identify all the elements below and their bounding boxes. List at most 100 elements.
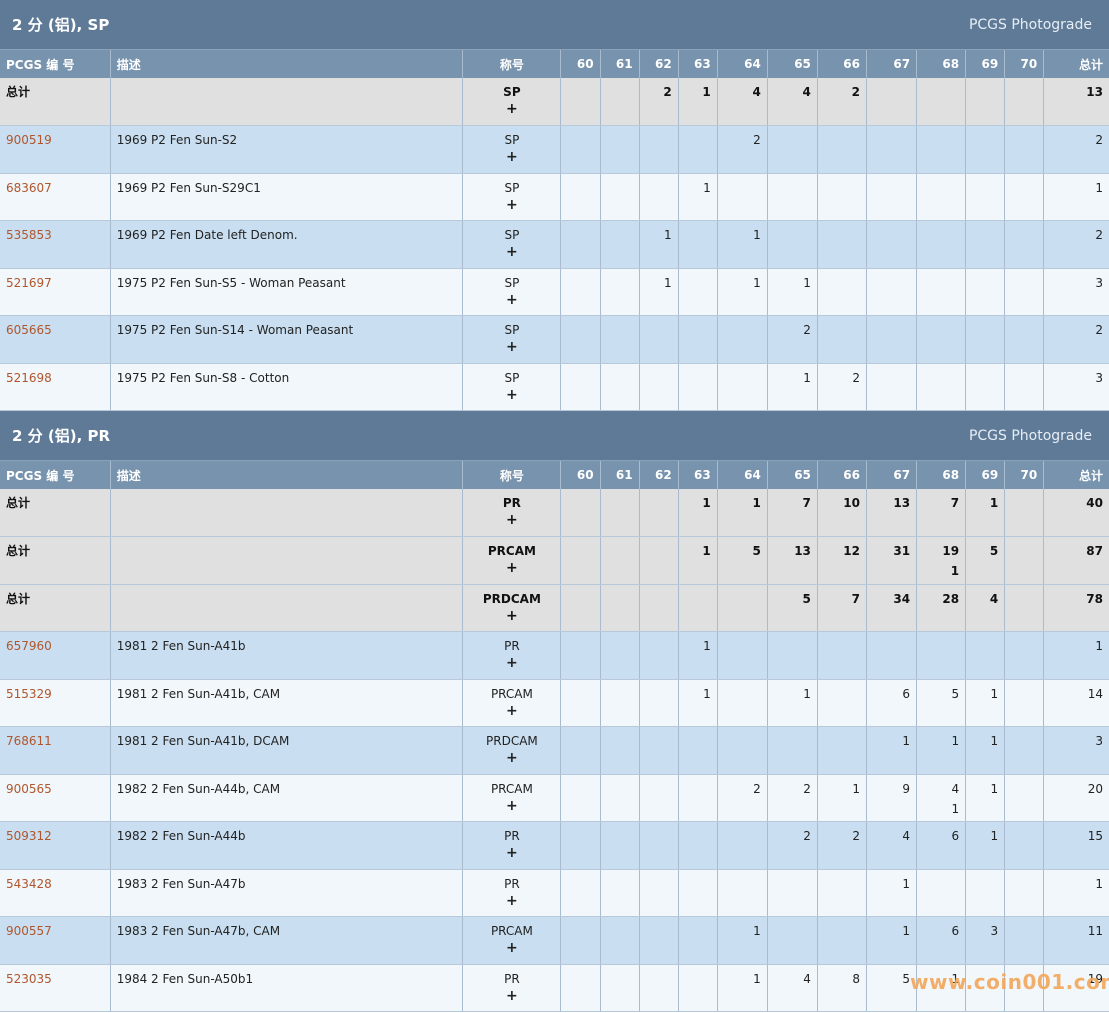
- grade-count[interactable]: 1: [990, 781, 999, 796]
- grade-count[interactable]: 12: [843, 544, 860, 558]
- grade-count[interactable]: 10: [843, 496, 860, 510]
- grade-count[interactable]: 2: [851, 85, 860, 99]
- grade-count[interactable]: 7: [802, 496, 811, 510]
- grade-count[interactable]: 1: [852, 781, 860, 796]
- column-header-grade-60[interactable]: 60: [560, 50, 601, 78]
- grade-count[interactable]: 4: [802, 85, 811, 99]
- grade-count[interactable]: 1: [803, 275, 811, 290]
- grade-count[interactable]: 2: [753, 133, 761, 147]
- grade-count[interactable]: 3: [990, 924, 999, 938]
- grade-count[interactable]: 7: [851, 591, 860, 606]
- grade-count[interactable]: 1: [702, 85, 711, 99]
- plus-grade-count[interactable]: 1: [951, 801, 960, 816]
- grade-count[interactable]: 1: [951, 971, 960, 986]
- column-header-grade-63[interactable]: 63: [678, 461, 718, 489]
- grade-count[interactable]: 4: [803, 971, 811, 986]
- grade-count[interactable]: 1: [664, 275, 672, 290]
- grade-count[interactable]: 1: [902, 924, 911, 938]
- pcgs-number-link[interactable]: 543428: [6, 876, 52, 891]
- grade-count[interactable]: 1: [702, 496, 711, 510]
- plus-grade-toggle[interactable]: +: [506, 386, 518, 403]
- grade-count[interactable]: 1: [990, 686, 999, 701]
- plus-grade-toggle[interactable]: +: [506, 101, 518, 117]
- column-header-designation[interactable]: 称号: [462, 50, 562, 78]
- plus-grade-toggle[interactable]: +: [506, 149, 518, 165]
- pcgs-number-link[interactable]: 523035: [6, 971, 52, 986]
- pcgs-number-link[interactable]: 900565: [6, 781, 52, 796]
- plus-grade-toggle[interactable]: +: [506, 291, 518, 308]
- grade-count[interactable]: 1: [803, 370, 811, 385]
- column-header-grade-62[interactable]: 62: [639, 50, 679, 78]
- grade-count[interactable]: 4: [989, 591, 999, 606]
- column-header-grade-63[interactable]: 63: [678, 50, 718, 78]
- pcgs-number-link[interactable]: 509312: [6, 829, 52, 843]
- grade-count[interactable]: 4: [752, 85, 761, 99]
- grade-count[interactable]: 1: [990, 829, 999, 843]
- grade-count[interactable]: 2: [803, 323, 811, 337]
- plus-grade-toggle[interactable]: +: [506, 560, 518, 576]
- plus-grade-count[interactable]: 1: [950, 564, 960, 578]
- grade-count[interactable]: 13: [893, 496, 911, 510]
- plus-grade-toggle[interactable]: +: [506, 892, 518, 909]
- pcgs-number-link[interactable]: 768611: [6, 734, 52, 748]
- column-header-grade-60[interactable]: 60: [560, 461, 601, 489]
- pcgs-number-link[interactable]: 900557: [6, 924, 52, 938]
- column-header-pcgs[interactable]: PCGS 编 号: [0, 461, 111, 489]
- plus-grade-toggle[interactable]: +: [506, 607, 518, 624]
- grade-count[interactable]: 1: [664, 228, 672, 242]
- plus-grade-toggle[interactable]: +: [506, 702, 518, 719]
- column-header-grade-69[interactable]: 69: [965, 50, 1006, 78]
- grade-count[interactable]: 6: [951, 829, 960, 843]
- pcgs-number-link[interactable]: 605665: [6, 323, 52, 337]
- grade-count[interactable]: 1: [951, 734, 960, 748]
- column-header-grade-64[interactable]: 64: [717, 461, 768, 489]
- grade-count[interactable]: 4: [902, 829, 911, 843]
- pcgs-number-link[interactable]: 521698: [6, 370, 52, 385]
- grade-count[interactable]: 2: [852, 829, 860, 843]
- plus-grade-toggle[interactable]: +: [506, 797, 518, 814]
- grade-count[interactable]: 9: [902, 781, 911, 796]
- grade-count[interactable]: 34: [893, 591, 911, 606]
- grade-count[interactable]: 1: [753, 971, 761, 986]
- grade-count[interactable]: 1: [902, 876, 911, 891]
- column-header-grade-68[interactable]: 68: [916, 50, 967, 78]
- column-header-grade-68[interactable]: 68: [916, 461, 967, 489]
- grade-count[interactable]: 2: [753, 781, 761, 796]
- plus-grade-toggle[interactable]: +: [506, 655, 518, 671]
- photograde-link[interactable]: PCGS Photograde: [968, 427, 1092, 444]
- grade-count[interactable]: 5: [802, 591, 811, 606]
- grade-count[interactable]: 5: [951, 686, 960, 701]
- plus-grade-toggle[interactable]: +: [506, 750, 518, 766]
- column-header-grade-70[interactable]: 70: [1004, 461, 1045, 489]
- column-header-grade-66[interactable]: 66: [817, 461, 867, 489]
- grade-count[interactable]: 8: [852, 971, 860, 986]
- grade-count[interactable]: 28: [942, 591, 960, 606]
- plus-grade-toggle[interactable]: +: [506, 845, 518, 861]
- grade-count[interactable]: 6: [951, 924, 960, 938]
- grade-count[interactable]: 2: [852, 370, 860, 385]
- grade-count[interactable]: 5: [989, 544, 999, 558]
- grade-count[interactable]: 2: [663, 85, 672, 99]
- grade-count[interactable]: 5: [752, 544, 761, 558]
- grade-count[interactable]: 7: [950, 496, 960, 510]
- plus-grade-toggle[interactable]: +: [506, 244, 518, 260]
- column-header-grade-66[interactable]: 66: [817, 50, 867, 78]
- grade-count[interactable]: 1: [989, 496, 999, 510]
- pcgs-number-link[interactable]: 683607: [6, 180, 52, 195]
- plus-grade-toggle[interactable]: +: [506, 339, 518, 355]
- grade-count[interactable]: 1: [902, 734, 911, 748]
- grade-count[interactable]: 1: [753, 924, 761, 938]
- column-header-grade-64[interactable]: 64: [717, 50, 768, 78]
- column-header-grade-61[interactable]: 61: [600, 50, 640, 78]
- grade-count[interactable]: 1: [703, 686, 711, 701]
- column-header-grade-69[interactable]: 69: [965, 461, 1006, 489]
- column-header-description[interactable]: 描述: [110, 461, 464, 489]
- grade-count[interactable]: 2: [803, 781, 811, 796]
- grade-count[interactable]: 6: [902, 686, 911, 701]
- grade-count[interactable]: 1: [702, 544, 711, 558]
- grade-count[interactable]: 4: [951, 781, 960, 796]
- grade-count[interactable]: 1: [703, 180, 711, 195]
- pcgs-number-link[interactable]: 900519: [6, 133, 52, 147]
- column-header-grade-65[interactable]: 65: [767, 50, 818, 78]
- grade-count[interactable]: 5: [902, 971, 911, 986]
